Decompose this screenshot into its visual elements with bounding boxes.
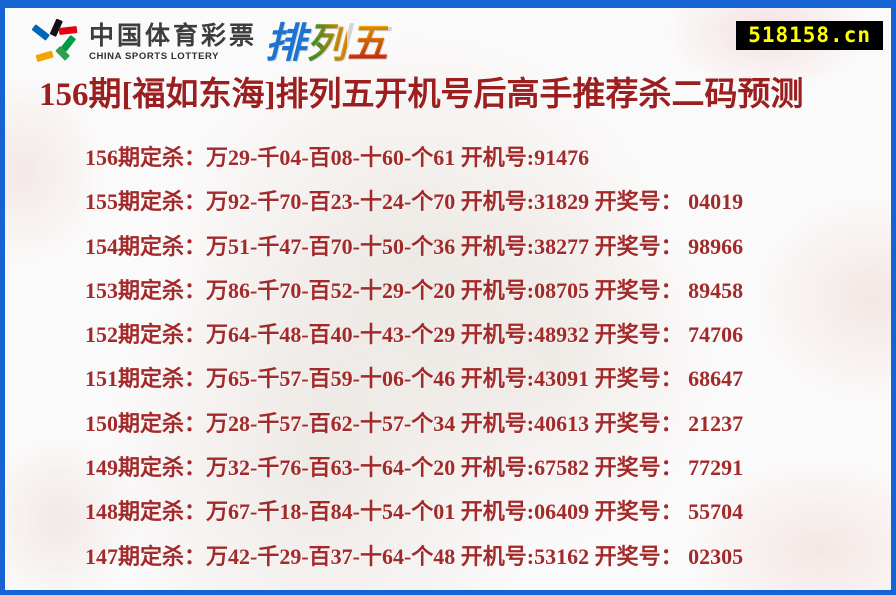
prediction-row: 154期定杀：万51-千47-百70-十50-个36 开机号:38277 开奖号… — [85, 233, 744, 259]
domain-watermark-badge: 518158.cn — [736, 21, 883, 50]
prediction-row: 152期定杀：万64-千48-百40-十43-个29 开机号:48932 开奖号… — [85, 322, 744, 348]
brand-pailiewu: 排列五 — [265, 19, 389, 66]
brand-char-wu: 五 — [347, 19, 389, 66]
page-title: 156期[福如东海]排列五开机号后高手推荐杀二码预测 — [39, 77, 804, 113]
prediction-row: 150期定杀：万28-千57-百62-十57-个34 开机号:40613 开奖号… — [85, 410, 744, 436]
prediction-row: 149期定杀：万32-千76-百63-十64-个20 开机号:67582 开奖号… — [85, 455, 744, 481]
prediction-row: 148期定杀：万67-千18-百84-十54-个01 开机号:06409 开奖号… — [85, 499, 744, 525]
logo-cn-text: 中国体育彩票 — [89, 22, 258, 51]
sports-lottery-logo: 中国体育彩票 CHINA SPORTS LOTTERY 排列五 — [31, 18, 389, 67]
brand-char-pai: 排 — [265, 19, 307, 66]
prediction-row: 153期定杀：万86-千70-百52-十29-个20 开机号:08705 开奖号… — [85, 277, 744, 303]
prediction-row: 151期定杀：万65-千57-百59-十06-个46 开机号:43091 开奖号… — [85, 366, 744, 392]
prediction-row: 156期定杀：万29-千04-百08-十60-个61 开机号:91476 — [85, 145, 590, 170]
logo-en-text: CHINA SPORTS LOTTERY — [89, 51, 220, 63]
sports-lottery-mark-icon — [31, 18, 83, 67]
prediction-list: 156期定杀：万29-千04-百08-十60-个61 开机号:91476 155期… — [85, 136, 879, 579]
sports-lottery-logo-text: 中国体育彩票 CHINA SPORTS LOTTERY — [89, 24, 257, 62]
prediction-row: 155期定杀：万92-千70-百23-十24-个70 开机号:31829 开奖号… — [85, 189, 744, 215]
prediction-row: 147期定杀：万42-千29-百37-十64-个48 开机号:53162 开奖号… — [85, 543, 744, 569]
brand-char-lie: 列 — [306, 19, 348, 66]
